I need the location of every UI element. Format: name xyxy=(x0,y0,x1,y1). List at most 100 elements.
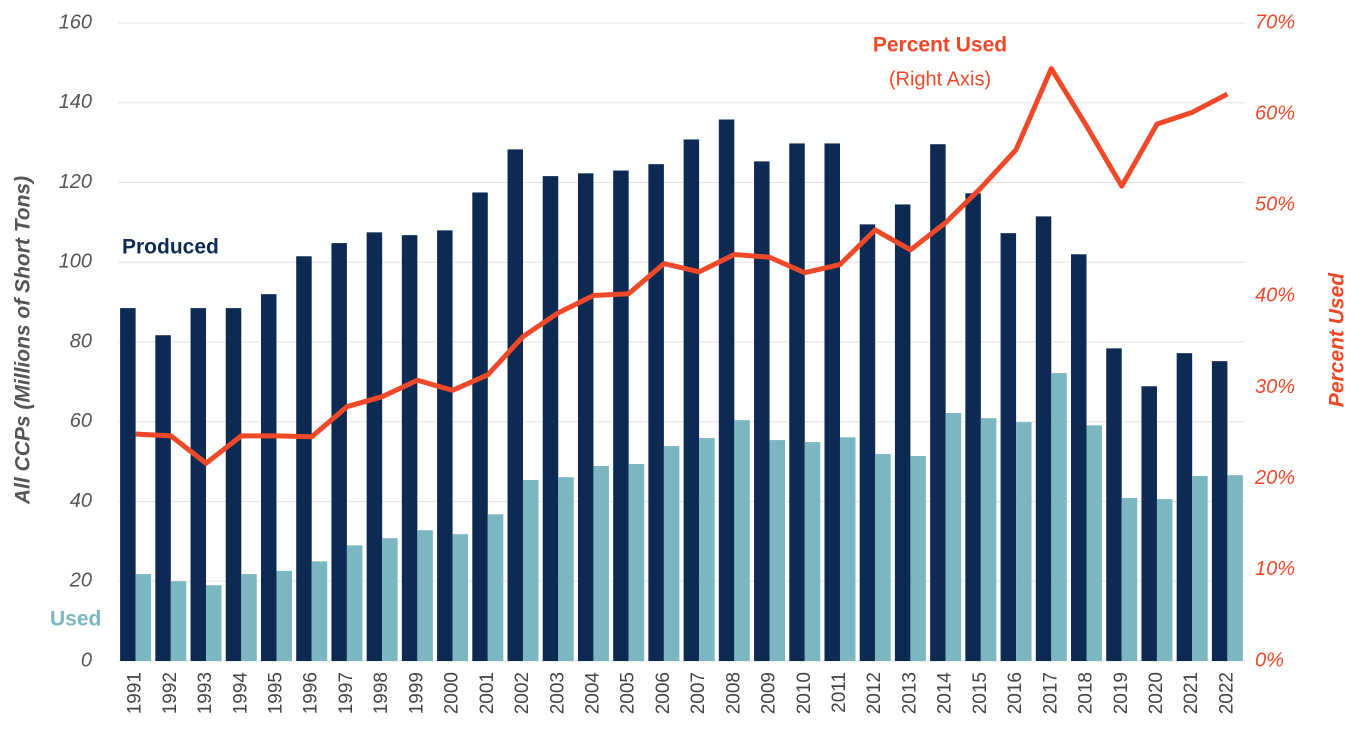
bar xyxy=(366,232,383,661)
bar xyxy=(930,144,946,662)
y2-tick-label: 40% xyxy=(1255,285,1295,307)
x-tick-label: 2021 xyxy=(1181,672,1202,714)
bar xyxy=(311,561,328,661)
y2-tick-label: 10% xyxy=(1255,558,1295,580)
y-tick-label: 140 xyxy=(59,91,92,113)
x-tick-label: 1999 xyxy=(406,672,427,714)
bar xyxy=(170,581,187,661)
bar xyxy=(683,139,700,661)
bar xyxy=(331,243,347,662)
annotation: (Right Axis) xyxy=(889,68,991,90)
bar xyxy=(346,545,363,661)
line xyxy=(135,66,1229,466)
y2-tick-label: 20% xyxy=(1254,467,1295,489)
bar xyxy=(1086,425,1103,661)
x-tick-label: 2022 xyxy=(1216,672,1237,714)
bar xyxy=(472,192,488,661)
bar xyxy=(839,437,856,661)
x-tick-label: 2009 xyxy=(759,672,780,714)
x-tick-label: 2001 xyxy=(477,672,498,714)
x-tick-label: 1998 xyxy=(371,672,392,714)
y-tick-label: 0 xyxy=(81,649,92,671)
bar xyxy=(894,204,911,661)
x-tick-label: 2012 xyxy=(864,672,885,714)
x-tick-label: 2008 xyxy=(723,672,744,714)
x-tick-label: 1995 xyxy=(266,672,287,714)
y-tick-label: 60 xyxy=(70,410,92,432)
bar xyxy=(769,440,786,661)
series-label: Produced xyxy=(122,236,219,259)
x-tick-label: 1994 xyxy=(230,672,251,715)
bar xyxy=(1051,373,1067,661)
y-tick-label: 120 xyxy=(59,171,92,193)
bar xyxy=(206,585,222,661)
x-tick-label: 2005 xyxy=(618,672,639,714)
bar xyxy=(1106,348,1122,661)
bar xyxy=(663,446,680,661)
x-tick-label: 1997 xyxy=(336,672,357,714)
bar xyxy=(523,479,539,661)
y2-tick-label: 70% xyxy=(1255,11,1295,33)
x-tick-label: 1992 xyxy=(160,672,181,714)
x-tick-label: 2013 xyxy=(899,672,920,714)
y-tick-label: 40 xyxy=(70,490,92,512)
bar xyxy=(452,534,469,661)
y2-tick-label: 50% xyxy=(1255,194,1295,216)
bar xyxy=(1227,475,1243,661)
x-tick-label: 2016 xyxy=(1005,672,1026,714)
bar xyxy=(945,412,962,661)
x-tick-label: 2014 xyxy=(935,672,956,715)
bar xyxy=(1141,386,1157,661)
bar xyxy=(577,173,594,662)
bar xyxy=(487,514,504,661)
bar xyxy=(225,308,242,661)
bar xyxy=(1176,353,1193,661)
x-tick-label: 2004 xyxy=(582,672,603,715)
bar xyxy=(718,119,735,661)
x-tick-label: 1991 xyxy=(125,672,146,714)
x-tick-label: 2003 xyxy=(547,672,568,714)
bar xyxy=(1156,499,1173,661)
bar xyxy=(276,570,292,661)
x-tick-label: 2020 xyxy=(1146,672,1167,714)
bar xyxy=(155,335,171,661)
bar xyxy=(734,420,750,661)
bar xyxy=(648,164,664,661)
y2-tick-label: 60% xyxy=(1255,102,1295,124)
bar xyxy=(417,530,433,661)
x-tick-label: 2007 xyxy=(688,672,709,714)
x-tick-label: 2018 xyxy=(1076,672,1097,714)
x-tick-label: 2015 xyxy=(970,672,991,714)
x-tick-label: 2017 xyxy=(1040,672,1061,714)
bar xyxy=(437,230,453,661)
bar xyxy=(1016,422,1032,661)
y-axis-title: All CCPs (Millions of Short Tons) xyxy=(12,176,35,505)
y2-tick-label: 30% xyxy=(1255,376,1295,398)
bar xyxy=(507,149,524,661)
bar xyxy=(804,442,821,661)
bar xyxy=(260,294,277,661)
bar xyxy=(593,466,609,661)
y-tick-label: 80 xyxy=(70,330,92,352)
bar xyxy=(296,256,312,661)
x-tick-label: 2000 xyxy=(442,672,463,714)
series-label: Percent Used xyxy=(873,34,1007,57)
bar xyxy=(1035,216,1052,662)
bar xyxy=(1211,361,1228,661)
bar xyxy=(1121,497,1138,661)
bar xyxy=(980,418,997,661)
bar xyxy=(910,456,926,661)
bar xyxy=(875,454,891,661)
x-tick-label: 1996 xyxy=(301,672,322,714)
bar xyxy=(965,193,981,662)
y2-axis-title: Percent Used xyxy=(1326,272,1349,407)
bar xyxy=(859,224,876,661)
bar xyxy=(1192,475,1208,661)
x-tick-label: 1993 xyxy=(195,672,216,714)
bar xyxy=(754,161,770,661)
y-tick-label: 20 xyxy=(69,570,92,592)
bar xyxy=(558,477,574,661)
bar xyxy=(613,170,629,661)
bar xyxy=(542,176,559,661)
